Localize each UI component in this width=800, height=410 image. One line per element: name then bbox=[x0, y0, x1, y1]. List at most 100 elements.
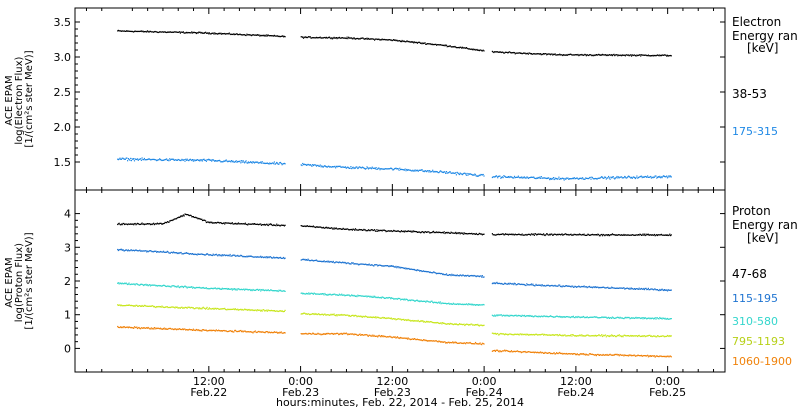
data-point bbox=[371, 166, 373, 168]
electron-ytick-label: 2.5 bbox=[54, 86, 72, 99]
data-point bbox=[535, 333, 537, 335]
data-point bbox=[595, 316, 597, 318]
data-point bbox=[179, 287, 181, 289]
data-point bbox=[501, 233, 503, 235]
data-point bbox=[208, 288, 210, 290]
data-point bbox=[521, 53, 523, 55]
data-point bbox=[237, 222, 240, 224]
data-point bbox=[274, 35, 276, 37]
data-point bbox=[323, 260, 325, 262]
data-point bbox=[279, 256, 282, 258]
data-point bbox=[331, 166, 333, 168]
data-point bbox=[480, 304, 482, 306]
data-point bbox=[650, 335, 652, 337]
data-point bbox=[407, 300, 409, 302]
data-point bbox=[398, 337, 400, 339]
data-point bbox=[624, 175, 626, 178]
data-point bbox=[562, 178, 565, 180]
data-point bbox=[503, 283, 505, 285]
data-point bbox=[310, 333, 312, 335]
data-point bbox=[663, 234, 665, 236]
data-point bbox=[448, 303, 451, 305]
data-point bbox=[282, 224, 284, 226]
data-point bbox=[559, 352, 561, 354]
data-point bbox=[420, 270, 422, 272]
data-point bbox=[573, 335, 575, 337]
data-point bbox=[627, 54, 630, 56]
data-point bbox=[169, 252, 171, 254]
data-point bbox=[635, 335, 637, 337]
data-point bbox=[335, 37, 337, 39]
data-point bbox=[352, 295, 354, 297]
data-point bbox=[506, 315, 508, 317]
data-point bbox=[517, 350, 519, 352]
data-point bbox=[653, 176, 656, 178]
data-point bbox=[421, 270, 423, 273]
data-point bbox=[192, 32, 194, 34]
data-point bbox=[565, 352, 568, 355]
data-point bbox=[133, 30, 136, 32]
data-point bbox=[305, 333, 308, 335]
data-point bbox=[329, 166, 331, 168]
data-point bbox=[380, 39, 383, 41]
data-point bbox=[208, 330, 210, 332]
data-point bbox=[416, 169, 418, 171]
data-point bbox=[601, 287, 603, 289]
data-point bbox=[645, 233, 647, 235]
data-point bbox=[625, 317, 627, 319]
data-point bbox=[590, 178, 592, 180]
data-point bbox=[150, 223, 152, 225]
data-point bbox=[281, 310, 283, 312]
data-point bbox=[374, 168, 376, 170]
data-point bbox=[385, 168, 387, 170]
data-point bbox=[525, 53, 527, 55]
data-point bbox=[243, 161, 245, 163]
xtick-time-label: 12:00 bbox=[377, 375, 409, 388]
electron-legend-38-53: 38-53 bbox=[732, 87, 767, 101]
data-point bbox=[218, 160, 220, 162]
data-point bbox=[225, 33, 227, 35]
data-point bbox=[422, 170, 425, 172]
data-point bbox=[219, 222, 221, 224]
data-point bbox=[276, 310, 278, 312]
data-point bbox=[575, 316, 578, 318]
data-point bbox=[599, 235, 601, 237]
data-point bbox=[575, 316, 577, 318]
data-point bbox=[639, 335, 641, 337]
data-point bbox=[603, 335, 605, 337]
data-point bbox=[608, 54, 610, 56]
data-point bbox=[328, 314, 331, 316]
data-point bbox=[347, 38, 349, 40]
data-point bbox=[162, 284, 165, 286]
data-point bbox=[307, 225, 309, 227]
data-point bbox=[508, 233, 510, 235]
data-point bbox=[455, 323, 457, 325]
data-point bbox=[177, 328, 179, 331]
data-point bbox=[171, 285, 173, 287]
data-point bbox=[403, 267, 405, 269]
data-point bbox=[659, 335, 661, 338]
data-point bbox=[559, 177, 561, 180]
data-point bbox=[582, 234, 584, 236]
data-point bbox=[656, 355, 658, 357]
data-point bbox=[396, 267, 398, 269]
data-point bbox=[244, 330, 246, 332]
data-point bbox=[530, 351, 532, 353]
data-point bbox=[255, 309, 257, 311]
data-point bbox=[253, 331, 256, 333]
data-point bbox=[260, 256, 262, 259]
data-point bbox=[628, 234, 630, 236]
data-point bbox=[245, 34, 247, 37]
data-point bbox=[142, 223, 144, 225]
data-point bbox=[253, 256, 256, 258]
data-point bbox=[255, 256, 257, 258]
data-point bbox=[315, 313, 317, 315]
data-point bbox=[221, 288, 223, 290]
data-point bbox=[131, 283, 133, 285]
data-point bbox=[643, 335, 646, 337]
data-point bbox=[127, 223, 129, 225]
data-point bbox=[611, 354, 613, 356]
data-point bbox=[606, 177, 608, 179]
data-point bbox=[533, 315, 535, 317]
data-point bbox=[559, 333, 561, 336]
